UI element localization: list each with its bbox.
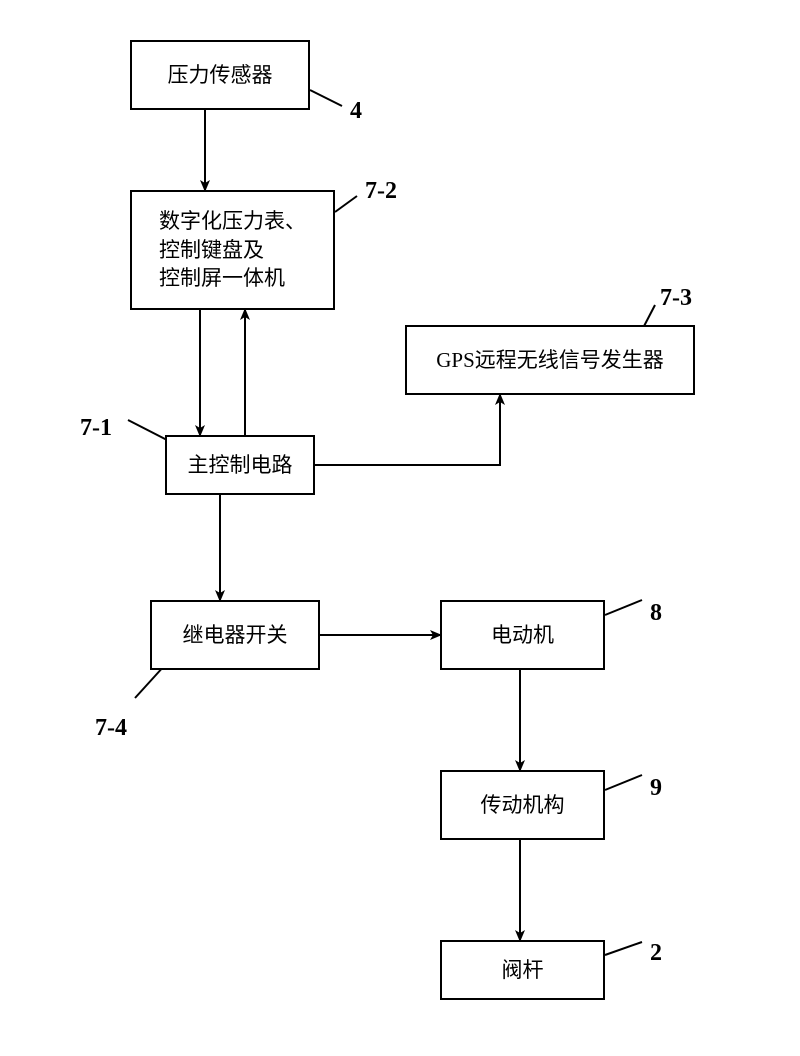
node-label: 阀杆 [494,956,552,984]
leader-n6 [605,600,642,615]
leader-n4 [128,420,167,440]
node-label: 压力传感器 [160,61,281,89]
node-label: 继电器开关 [175,621,296,649]
leader-n2 [335,196,357,212]
node-number-n4: 7-1 [80,415,112,442]
node-n7: 传动机构 [440,770,605,840]
node-number-n3: 7-3 [660,285,692,312]
node-number-n7: 9 [650,775,662,802]
node-number-n1: 4 [350,98,362,125]
node-label: 数字化压力表、 控制键盘及 控制屏一体机 [151,207,314,292]
node-number-n8: 2 [650,940,662,967]
node-label: 传动机构 [473,791,573,819]
node-n6: 电动机 [440,600,605,670]
leader-n8 [605,942,642,955]
node-number-n5: 7-4 [95,715,127,742]
node-label: GPS远程无线信号发生器 [428,346,672,374]
node-n4: 主控制电路 [165,435,315,495]
node-number-n2: 7-2 [365,178,397,205]
node-label: 主控制电路 [180,451,301,479]
node-n3: GPS远程无线信号发生器 [405,325,695,395]
node-n8: 阀杆 [440,940,605,1000]
leader-n7 [605,775,642,790]
leader-n1 [310,90,342,106]
node-n2: 数字化压力表、 控制键盘及 控制屏一体机 [130,190,335,310]
flowchart-connectors [0,0,800,1056]
edge-3 [315,395,500,465]
node-n5: 继电器开关 [150,600,320,670]
node-number-n6: 8 [650,600,662,627]
node-n1: 压力传感器 [130,40,310,110]
node-label: 电动机 [483,621,562,649]
